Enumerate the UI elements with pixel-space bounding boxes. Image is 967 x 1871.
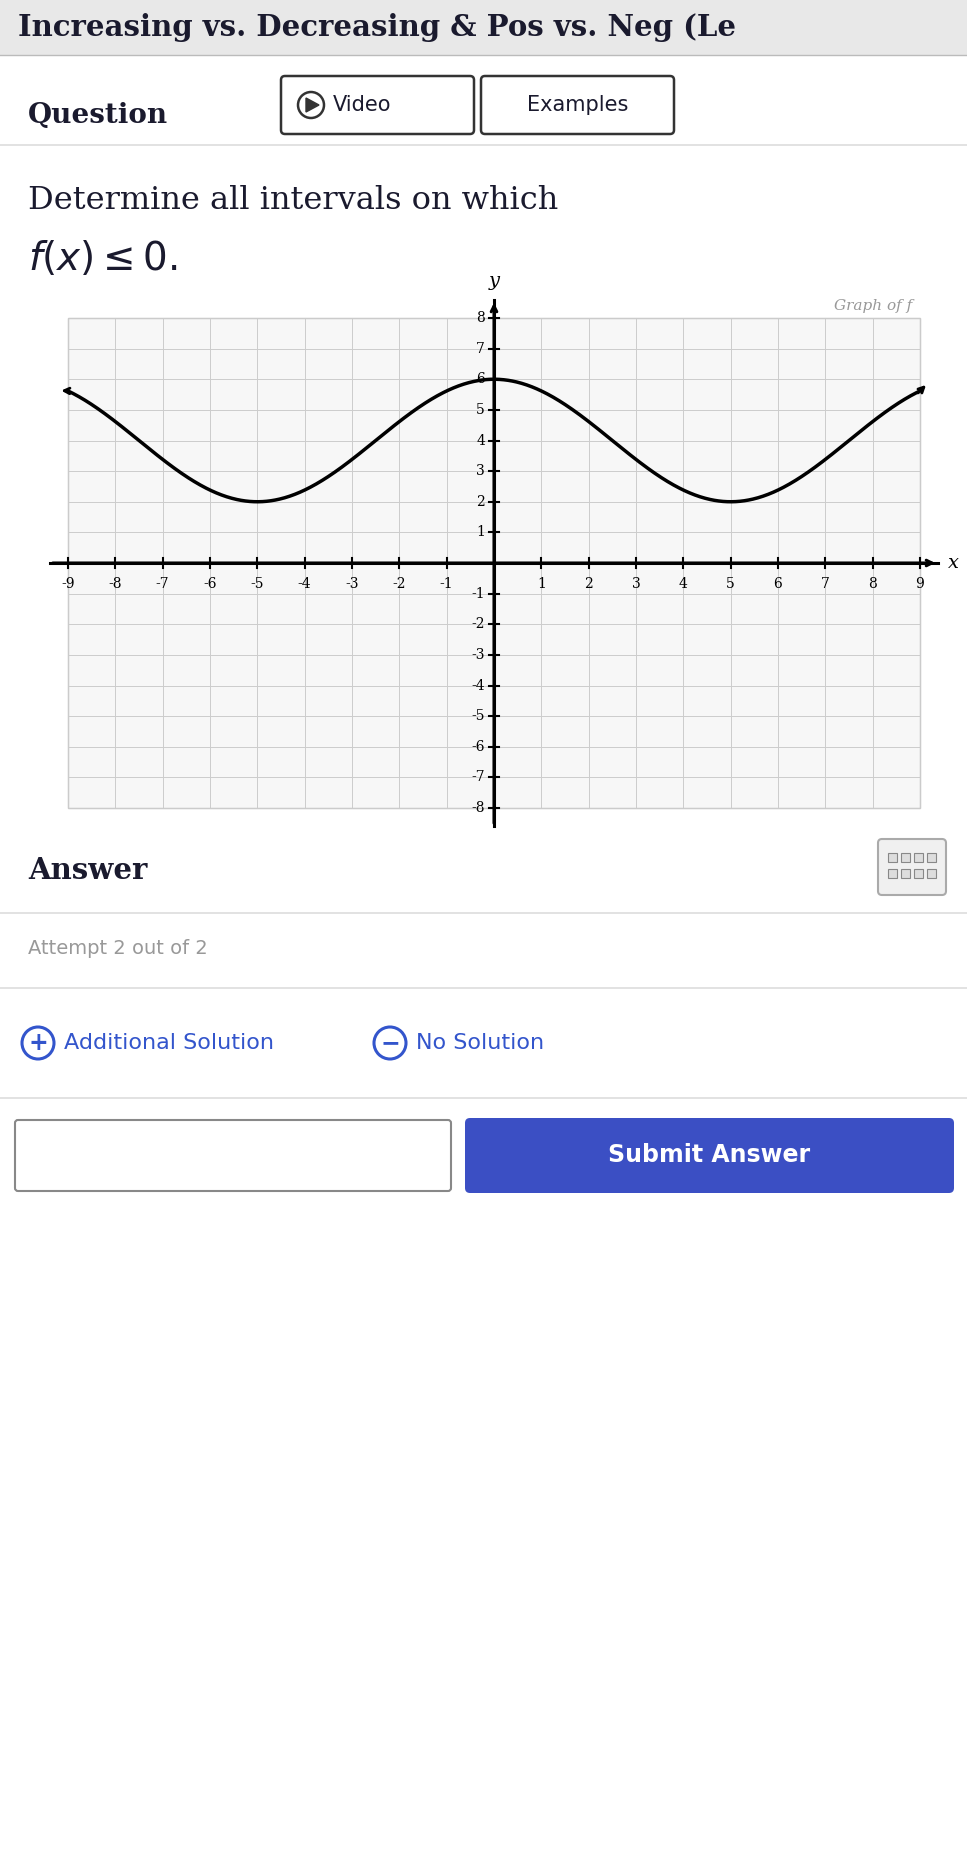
Text: No Solution: No Solution — [416, 1033, 544, 1053]
Text: 3: 3 — [631, 576, 640, 591]
Text: -8: -8 — [108, 576, 122, 591]
Text: -2: -2 — [393, 576, 406, 591]
Bar — [68, 318, 920, 808]
Text: 9: 9 — [916, 576, 924, 591]
Bar — [901, 868, 910, 877]
Text: 3: 3 — [477, 464, 485, 479]
Text: -6: -6 — [472, 739, 485, 754]
FancyBboxPatch shape — [281, 77, 474, 135]
Text: 4: 4 — [679, 576, 688, 591]
Text: Video: Video — [333, 95, 392, 114]
Text: -4: -4 — [471, 679, 485, 692]
Text: −: − — [380, 1031, 400, 1055]
Bar — [914, 868, 923, 877]
Text: Increasing vs. Decreasing & Pos vs. Neg (Le: Increasing vs. Decreasing & Pos vs. Neg … — [18, 13, 736, 41]
Text: -2: -2 — [472, 617, 485, 631]
Text: 1: 1 — [476, 526, 485, 539]
Text: 4: 4 — [476, 434, 485, 447]
Text: -3: -3 — [345, 576, 359, 591]
Text: x: x — [948, 554, 959, 573]
Text: -9: -9 — [61, 576, 74, 591]
Text: Additional Solution: Additional Solution — [64, 1033, 274, 1053]
Text: +: + — [28, 1031, 48, 1055]
Bar — [901, 853, 910, 863]
Text: 2: 2 — [584, 576, 593, 591]
Text: y: y — [488, 271, 500, 290]
Text: -5: -5 — [472, 709, 485, 722]
Text: 7: 7 — [821, 576, 830, 591]
FancyBboxPatch shape — [15, 1121, 451, 1192]
Bar — [888, 853, 897, 863]
Text: Answer: Answer — [28, 855, 147, 885]
Text: Graph of f: Graph of f — [834, 299, 912, 312]
Text: Attempt 2 out of 2: Attempt 2 out of 2 — [28, 939, 208, 958]
Text: -1: -1 — [471, 587, 485, 601]
Polygon shape — [306, 97, 319, 112]
Bar — [927, 853, 936, 863]
Text: 5: 5 — [726, 576, 735, 591]
Text: -8: -8 — [472, 801, 485, 816]
Text: -7: -7 — [156, 576, 169, 591]
Bar — [888, 868, 897, 877]
Text: -5: -5 — [250, 576, 264, 591]
Text: -6: -6 — [203, 576, 217, 591]
Text: Examples: Examples — [527, 95, 629, 114]
Text: -1: -1 — [440, 576, 454, 591]
Text: Question: Question — [28, 101, 168, 129]
Text: 2: 2 — [477, 494, 485, 509]
Text: 1: 1 — [537, 576, 545, 591]
Text: 7: 7 — [476, 342, 485, 355]
Text: -7: -7 — [471, 771, 485, 784]
Text: 6: 6 — [477, 372, 485, 385]
Text: 8: 8 — [477, 311, 485, 326]
Text: $f(x) \leq 0.$: $f(x) \leq 0.$ — [28, 238, 178, 277]
Text: -4: -4 — [298, 576, 311, 591]
Text: Determine all intervals on which: Determine all intervals on which — [28, 185, 558, 215]
Text: -3: -3 — [472, 647, 485, 662]
Bar — [0, 0, 967, 54]
Bar — [927, 868, 936, 877]
Text: Submit Answer: Submit Answer — [608, 1143, 810, 1168]
Text: 6: 6 — [774, 576, 782, 591]
Text: 5: 5 — [477, 402, 485, 417]
FancyBboxPatch shape — [481, 77, 674, 135]
Bar — [914, 853, 923, 863]
FancyBboxPatch shape — [465, 1119, 954, 1194]
Text: 8: 8 — [868, 576, 877, 591]
FancyBboxPatch shape — [878, 838, 946, 894]
